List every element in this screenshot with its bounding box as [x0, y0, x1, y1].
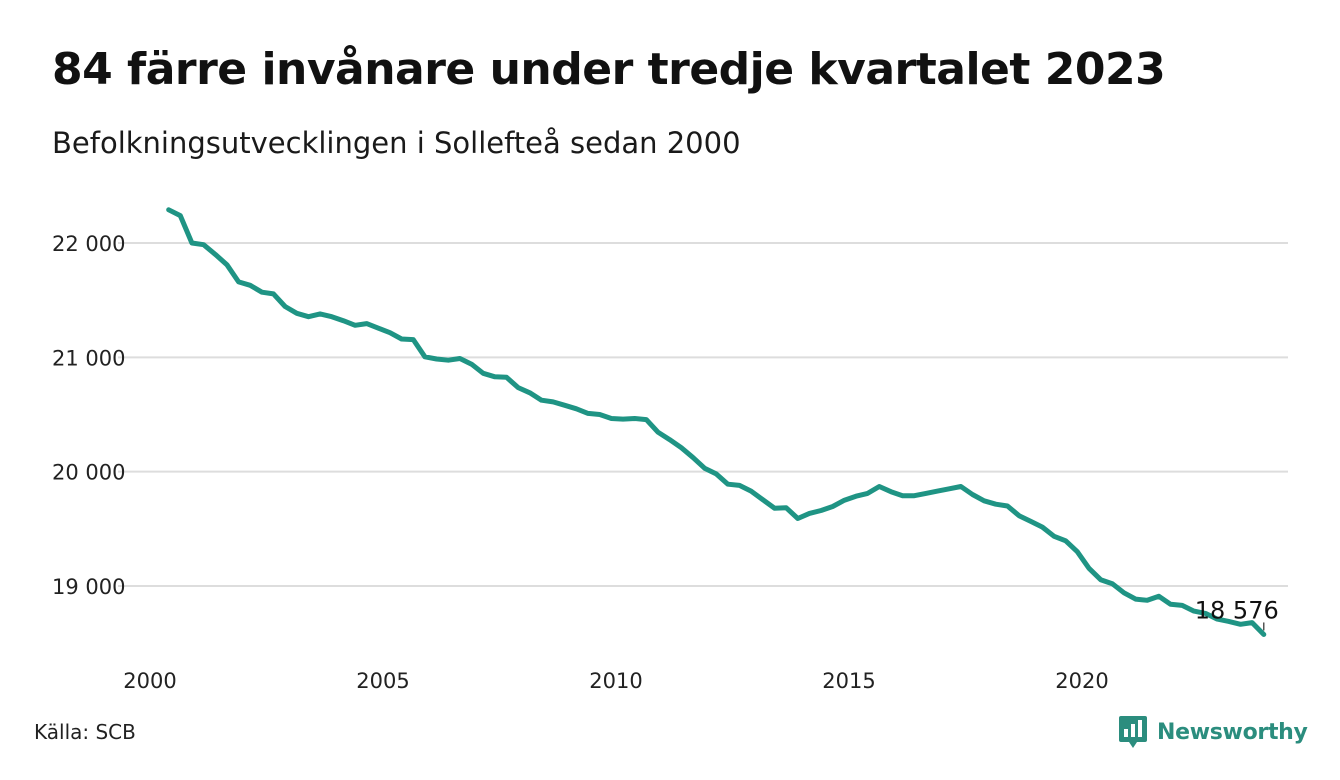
- x-tick-label: 2020: [1055, 669, 1108, 693]
- y-axis-labels: 19 000 20 000 21 000 22 000: [52, 232, 125, 599]
- y-tick-label: 22 000: [52, 232, 125, 256]
- brand-logo[interactable]: Newsworthy: [1118, 714, 1308, 750]
- brand-name: Newsworthy: [1157, 719, 1308, 745]
- y-tick-label: 21 000: [52, 346, 125, 370]
- x-axis-labels: 2000 2005 2010 2015 2020: [123, 669, 1108, 693]
- chart-title: 84 färre invånare under tredje kvartalet…: [52, 44, 1166, 95]
- y-tick-label: 19 000: [52, 575, 125, 599]
- y-tick-label: 20 000: [52, 461, 125, 485]
- x-tick-label: 2015: [822, 669, 875, 693]
- source-note: Källa: SCB: [34, 720, 136, 744]
- x-tick-label: 2010: [589, 669, 642, 693]
- population-line: [166, 207, 1267, 637]
- x-tick-label: 2005: [356, 669, 409, 693]
- x-tick-label: 2000: [123, 669, 176, 693]
- newsworthy-logo-icon: [1119, 716, 1147, 748]
- grid-lines: [118, 242, 1288, 587]
- end-value-label: 18 576: [1195, 596, 1279, 624]
- chart-subtitle: Befolkningsutvecklingen i Sollefteå seda…: [52, 126, 741, 160]
